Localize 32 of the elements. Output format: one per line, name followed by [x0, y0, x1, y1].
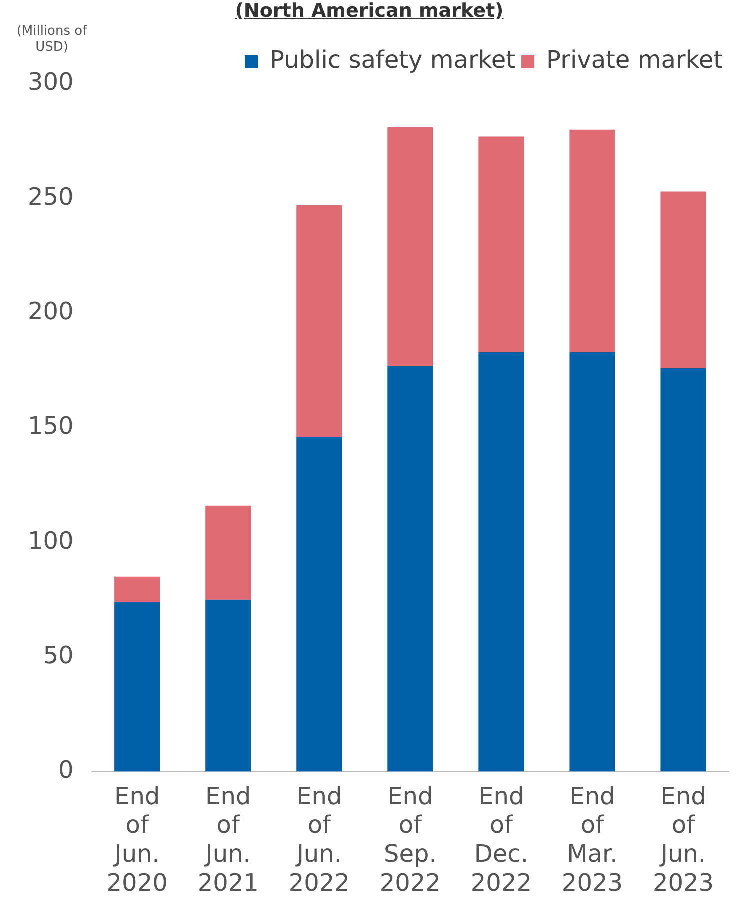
- x-tick-label: End of Jun. 2020: [106, 782, 168, 897]
- y-tick-label: 150: [28, 412, 74, 440]
- chart-title: (North American market): [234, 0, 505, 22]
- bar: [114, 602, 160, 772]
- bar: [296, 206, 342, 438]
- x-tick-label: End of Mar. 2023: [562, 782, 623, 897]
- x-tick-label: End of Jun. 2022: [288, 782, 350, 897]
- y-tick-label: 100: [28, 526, 74, 555]
- bar: [570, 352, 616, 772]
- bar: [660, 368, 706, 772]
- bar: [206, 506, 252, 600]
- y-tick-label: 200: [28, 298, 74, 326]
- y-tick-label: 0: [58, 756, 74, 784]
- bar: [114, 576, 160, 602]
- y-tick-label: 300: [28, 68, 74, 96]
- bar: [478, 136, 524, 352]
- y-axis-title: (Millions of USD): [16, 24, 88, 56]
- x-tick-label: End of Jun. 2023: [652, 782, 714, 897]
- bar: [478, 352, 524, 772]
- x-tick-label: End of Sep. 2022: [380, 782, 441, 897]
- y-tick-label: 50: [43, 641, 74, 670]
- x-tick-label: End of Dec. 2022: [470, 782, 532, 897]
- bar: [570, 130, 616, 352]
- legend-label: Private market: [546, 46, 724, 74]
- bar: [660, 192, 706, 368]
- x-tick-label: End of Jun. 2021: [198, 782, 259, 897]
- y-tick-label: 250: [28, 182, 74, 211]
- bar: [388, 128, 434, 366]
- bar: [388, 366, 434, 772]
- bar: [296, 437, 342, 772]
- bar: [206, 600, 252, 772]
- legend-label: Public safety market: [270, 46, 516, 74]
